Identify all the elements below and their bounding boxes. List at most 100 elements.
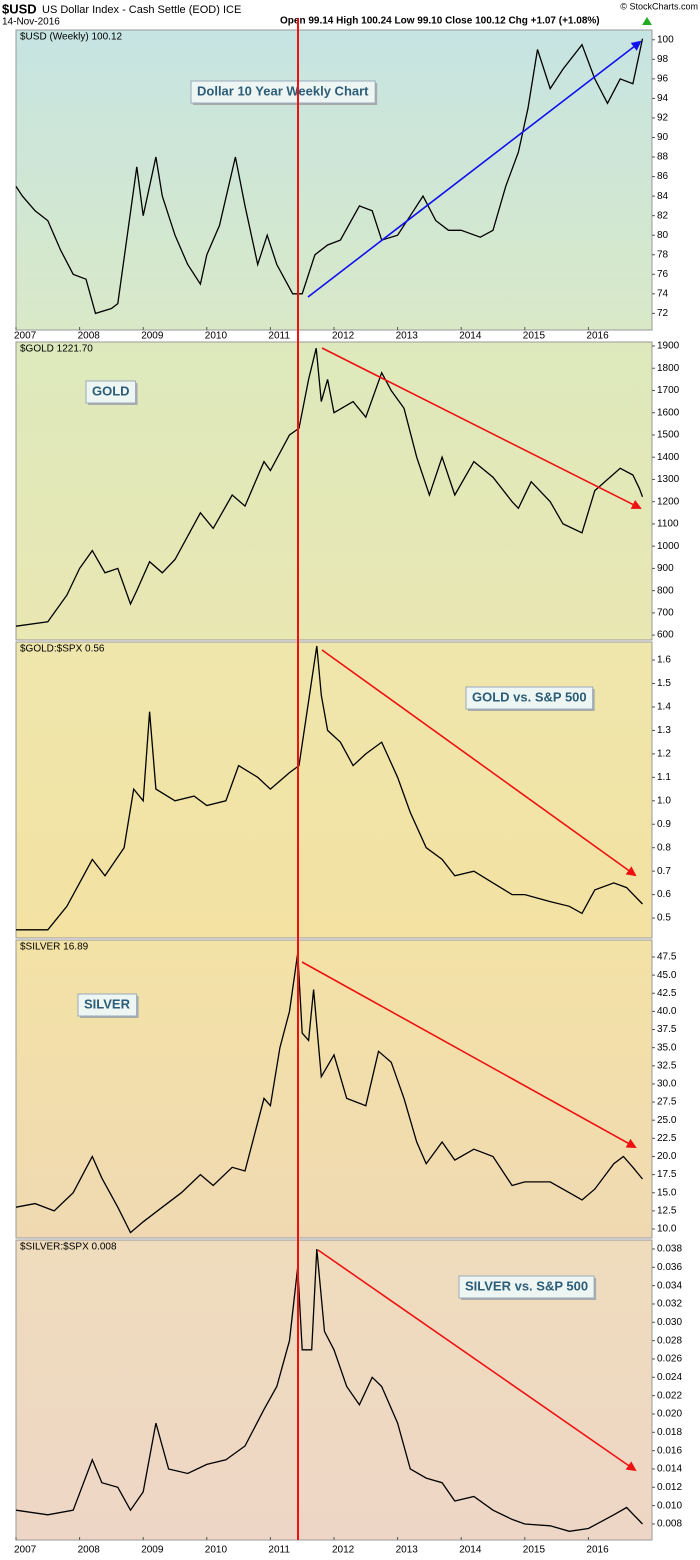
x-tick-label: 2011 bbox=[268, 331, 290, 342]
x-tick-label: 2007 bbox=[14, 331, 37, 342]
annotation-text: SILVER bbox=[84, 996, 131, 1011]
y-tick-label: 1700 bbox=[657, 385, 680, 396]
panel-background bbox=[15, 641, 653, 939]
y-tick-label: 1000 bbox=[657, 541, 680, 552]
panel-title: $SILVER 16.89 bbox=[20, 942, 89, 953]
y-tick-label: 76 bbox=[657, 269, 669, 280]
y-tick-label: 72 bbox=[657, 308, 669, 319]
y-tick-label: 86 bbox=[657, 171, 669, 182]
annotation: GOLD bbox=[85, 380, 138, 405]
panel-background bbox=[15, 939, 653, 1239]
y-tick-label: 22.5 bbox=[657, 1133, 677, 1144]
annotation-text: GOLD vs. S&P 500 bbox=[472, 689, 587, 704]
annotation-box bbox=[465, 686, 594, 710]
y-tick-label: 10.0 bbox=[657, 1224, 677, 1235]
y-tick-label: 0.016 bbox=[657, 1445, 682, 1456]
x-tick-label: 2014 bbox=[459, 331, 482, 342]
x-tick-label: 2015 bbox=[523, 331, 546, 342]
x-tick-label: 2014 bbox=[459, 1545, 482, 1556]
up-icon bbox=[642, 17, 652, 25]
y-tick-label: 88 bbox=[657, 152, 669, 163]
y-tick-label: 1.5 bbox=[657, 678, 671, 689]
y-tick-label: 25.0 bbox=[657, 1115, 677, 1126]
y-tick-label: 90 bbox=[657, 132, 669, 143]
panel-title: $GOLD:$SPX 0.56 bbox=[20, 644, 105, 655]
y-tick-label: 900 bbox=[657, 563, 674, 574]
y-tick-label: 0.6 bbox=[657, 889, 671, 900]
x-tick-label: 2011 bbox=[268, 1545, 290, 1556]
source: © StockCharts.com bbox=[620, 1, 698, 11]
panel-title: $USD (Weekly) 100.12 bbox=[20, 32, 123, 43]
y-tick-label: 0.022 bbox=[657, 1390, 682, 1401]
trend-arrow bbox=[301, 961, 637, 1148]
y-tick-label: 30.0 bbox=[657, 1079, 677, 1090]
y-tick-label: 1.6 bbox=[657, 655, 671, 666]
y-tick-label: 37.5 bbox=[657, 1024, 677, 1035]
annotation-text: GOLD bbox=[92, 383, 130, 398]
y-tick-label: 0.032 bbox=[657, 1299, 682, 1310]
y-tick-label: 15.0 bbox=[657, 1187, 677, 1198]
x-tick-label: 2016 bbox=[586, 331, 609, 342]
annotation-box bbox=[458, 1275, 595, 1299]
x-tick-label: 2013 bbox=[396, 1545, 419, 1556]
y-tick-label: 1100 bbox=[657, 519, 679, 530]
y-tick-label: 45.0 bbox=[657, 970, 677, 981]
price-line bbox=[15, 953, 644, 1234]
symbol: $USD bbox=[2, 1, 37, 16]
y-tick-label: 0.030 bbox=[657, 1317, 682, 1328]
y-tick-label: 1300 bbox=[657, 474, 680, 485]
y-tick-label: 42.5 bbox=[657, 988, 677, 999]
x-tick-label: 2012 bbox=[332, 331, 355, 342]
date: 14-Nov-2016 bbox=[2, 17, 60, 28]
y-tick-label: 1900 bbox=[657, 341, 680, 352]
y-tick-label: 92 bbox=[657, 113, 669, 124]
annotation: GOLD vs. S&P 500 bbox=[465, 686, 595, 711]
x-tick-label: 2008 bbox=[78, 1545, 101, 1556]
annotation: Dollar 10 Year Weekly Chart bbox=[190, 80, 378, 105]
y-tick-label: 0.034 bbox=[657, 1280, 682, 1291]
y-tick-label: 0.010 bbox=[657, 1500, 682, 1511]
y-tick-label: 74 bbox=[657, 288, 669, 299]
y-tick-label: 100 bbox=[657, 34, 674, 45]
x-tick-label: 2008 bbox=[78, 331, 101, 342]
y-tick-label: 0.018 bbox=[657, 1427, 682, 1438]
x-tick-label: 2009 bbox=[141, 331, 164, 342]
x-tick-label: 2009 bbox=[141, 1545, 164, 1556]
y-tick-label: 0.7 bbox=[657, 866, 671, 877]
y-tick-label: 0.038 bbox=[657, 1244, 682, 1255]
y-tick-label: 1800 bbox=[657, 363, 680, 374]
y-tick-label: 0.024 bbox=[657, 1372, 682, 1383]
y-tick-label: 800 bbox=[657, 585, 674, 596]
panel-title: $GOLD 1221.70 bbox=[20, 344, 93, 355]
y-tick-label: 1400 bbox=[657, 452, 680, 463]
y-tick-label: 78 bbox=[657, 249, 669, 260]
y-tick-label: 0.5 bbox=[657, 913, 671, 924]
x-tick-label: 2010 bbox=[205, 331, 228, 342]
y-tick-label: 47.5 bbox=[657, 952, 677, 963]
y-tick-label: 0.026 bbox=[657, 1354, 682, 1365]
x-tick-label: 2007 bbox=[14, 1545, 37, 1556]
y-tick-label: 1600 bbox=[657, 407, 680, 418]
y-tick-label: 94 bbox=[657, 93, 669, 104]
y-tick-label: 0.008 bbox=[657, 1519, 682, 1530]
trend-arrow bbox=[317, 1249, 637, 1472]
y-tick-label: 1.2 bbox=[657, 749, 671, 760]
x-tick-label: 2010 bbox=[205, 1545, 228, 1556]
price-line bbox=[15, 348, 644, 627]
y-tick-label: 0.028 bbox=[657, 1335, 682, 1346]
y-tick-label: 27.5 bbox=[657, 1097, 677, 1108]
y-tick-label: 0.9 bbox=[657, 819, 671, 830]
y-tick-label: 96 bbox=[657, 74, 669, 85]
x-tick-label: 2015 bbox=[523, 1545, 546, 1556]
price-line bbox=[15, 38, 644, 315]
y-tick-label: 80 bbox=[657, 230, 669, 241]
annotation-text: SILVER vs. S&P 500 bbox=[465, 1278, 588, 1293]
y-tick-label: 1.0 bbox=[657, 795, 671, 806]
y-tick-label: 84 bbox=[657, 191, 669, 202]
panel-background bbox=[15, 29, 653, 331]
price-line bbox=[16, 645, 643, 931]
x-tick-label: 2013 bbox=[396, 331, 419, 342]
trend-arrow bbox=[321, 347, 642, 509]
